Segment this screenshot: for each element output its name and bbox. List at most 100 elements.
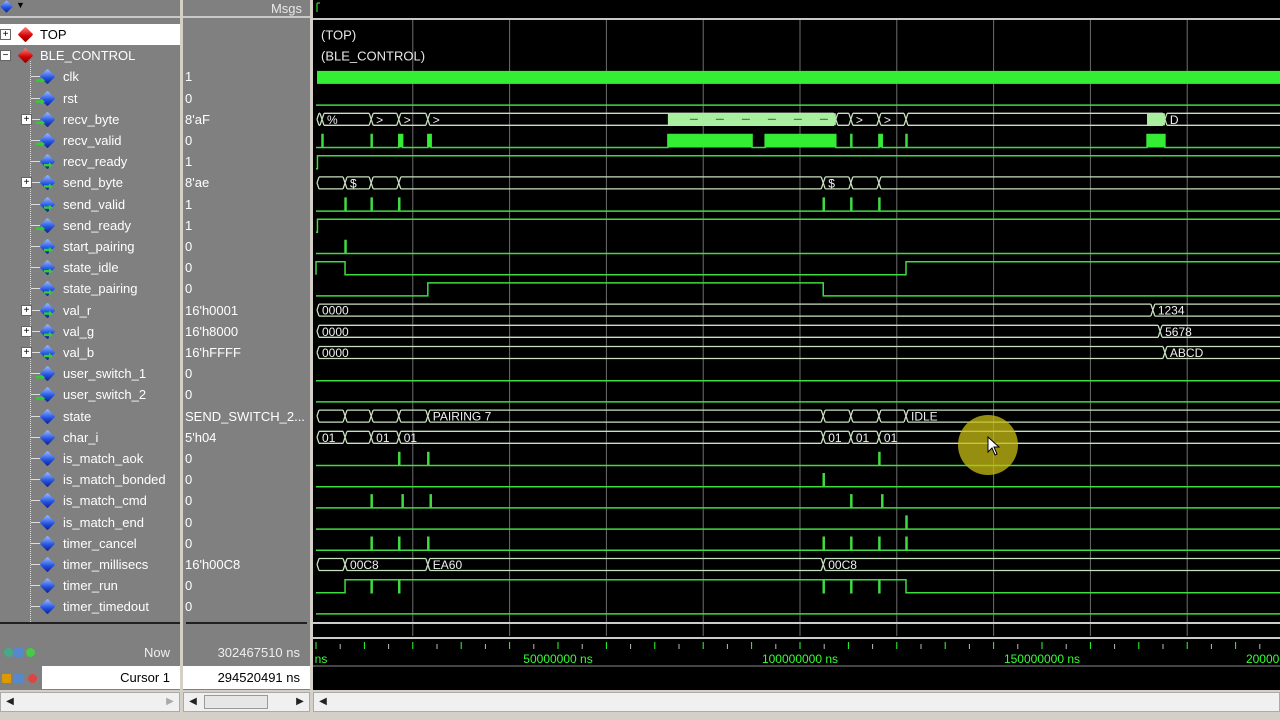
wave-is-match-cmd[interactable] <box>316 494 1280 509</box>
wave-is-match-aok[interactable] <box>316 451 1280 467</box>
wave-start-pairing[interactable] <box>316 239 1280 255</box>
tree-group-ble_control[interactable]: − BLE_CONTROL <box>0 45 180 66</box>
signal-value-cell: 0 <box>183 596 310 617</box>
signal-row-val-r[interactable]: + val_r <box>0 300 180 321</box>
wave-send-ready[interactable] <box>316 218 1280 234</box>
signal-value-cell: 0 <box>183 278 310 299</box>
bus-segment <box>822 409 852 423</box>
scroll-right-icon[interactable]: ▶ <box>166 696 174 707</box>
signal-row-state-idle[interactable]: state_idle <box>0 257 180 278</box>
signal-row-timer-timedout[interactable]: timer_timedout <box>0 596 180 617</box>
signal-row-rst[interactable]: rst <box>0 88 180 109</box>
bus-segment <box>427 557 824 572</box>
wave-recv-valid[interactable] <box>316 133 1280 149</box>
expand-icon[interactable]: + <box>21 347 32 358</box>
wave-clk[interactable] <box>317 70 1280 84</box>
lock-icon[interactable] <box>2 674 11 683</box>
bus-segment <box>1164 345 1280 360</box>
bus-segment <box>316 557 346 572</box>
signal-row-user-switch-2[interactable]: user_switch_2 <box>0 384 180 405</box>
wave-state-pairing[interactable] <box>316 282 1280 297</box>
scroll-left-icon[interactable]: ◀ <box>319 696 327 707</box>
collapse-icon[interactable]: − <box>0 50 11 62</box>
chevron-down-icon[interactable]: ▼ <box>16 0 25 10</box>
scroll-left-icon[interactable]: ◀ <box>189 696 197 707</box>
tree-group-top[interactable]: + TOP <box>0 24 180 45</box>
wave-send-byte[interactable]: $ $ <box>316 176 1280 190</box>
expand-icon[interactable]: + <box>0 29 11 40</box>
signal-row-recv-ready[interactable]: recv_ready <box>0 151 180 172</box>
signal-row-timer-cancel[interactable]: timer_cancel <box>0 533 180 554</box>
signal-name: val_g <box>63 323 95 339</box>
expand-icon[interactable]: + <box>21 325 32 337</box>
signal-row-send-byte[interactable]: + send_byte <box>0 172 180 193</box>
signal-row-val-b[interactable]: + val_b <box>0 342 180 363</box>
wave-recv-ready[interactable] <box>316 154 1280 170</box>
wave-state-idle[interactable] <box>315 260 1280 276</box>
tree-branch <box>31 203 41 205</box>
wave-val-b[interactable]: 0000 ABCD <box>316 345 1280 360</box>
expand-icon[interactable]: + <box>21 177 32 189</box>
signal-row-send-valid[interactable]: send_valid <box>0 194 180 215</box>
signal-trace <box>316 197 1280 212</box>
signal-row-is-match-cmd[interactable]: is_match_cmd <box>0 490 180 511</box>
signal-row-timer-run[interactable]: timer_run <box>0 575 180 596</box>
wave-val-r[interactable]: 0000 1234 <box>316 303 1280 318</box>
waveform-scrollbar[interactable]: ◀ <box>313 692 1280 712</box>
signal-row-start-pairing[interactable]: start_pairing <box>0 236 180 257</box>
signal-row-clk[interactable]: clk <box>0 66 180 87</box>
signal-row-timer-millisecs[interactable]: timer_millisecs <box>0 554 180 575</box>
wave-is-match-end[interactable] <box>316 515 1280 530</box>
signal-row-recv-byte[interactable]: + recv_byte <box>0 109 180 130</box>
cursor-marker[interactable] <box>316 2 320 12</box>
wave-timer-millisecs[interactable]: 00C8 EA60 00C8 <box>316 557 1280 572</box>
waveform-pane[interactable]: (TOP) (BLE_CONTROL)% > > > > > D $ $0000 1234 0000 5… <box>313 0 1280 636</box>
bus-value-label: 01 <box>404 431 418 445</box>
signal-row-state[interactable]: state <box>0 406 180 427</box>
wave-timer-cancel[interactable] <box>316 536 1280 552</box>
signal-row-recv-valid[interactable]: recv_valid <box>0 130 180 151</box>
tree-branch <box>31 224 41 226</box>
signal-row-send-ready[interactable]: send_ready <box>0 215 180 236</box>
output-port-icon <box>44 183 53 190</box>
bus-value-label: 01 <box>376 431 390 445</box>
signal-row-state-pairing[interactable]: state_pairing <box>0 278 180 299</box>
signal-row-is-match-bonded[interactable]: is_match_bonded <box>0 469 180 490</box>
wave-timer-run[interactable] <box>316 578 1280 594</box>
wave-char-i[interactable]: 01 01 01 01 01 01 <box>316 430 1280 445</box>
signal-row-char-i[interactable]: char_i <box>0 427 180 448</box>
add-cursor-icon[interactable] <box>26 648 35 657</box>
expand-icon[interactable]: + <box>21 304 32 316</box>
wave-view-icon[interactable] <box>14 648 23 657</box>
signal-row-is-match-aok[interactable]: is_match_aok <box>0 448 180 469</box>
wrench-icon[interactable] <box>14 674 23 683</box>
scrollbar-thumb[interactable] <box>204 695 268 709</box>
signal-value-cell: 16'h00C8 <box>183 554 310 575</box>
dense-transitions <box>1147 113 1165 126</box>
check-icon[interactable] <box>4 648 13 657</box>
expand-icon[interactable]: + <box>21 113 32 125</box>
delete-cursor-icon[interactable] <box>28 674 37 683</box>
signal-name: clk <box>63 69 79 85</box>
wave-recv-byte[interactable]: % > > > > > D <box>316 112 1280 127</box>
wave-send-valid[interactable] <box>316 197 1280 212</box>
signal-row-user-switch-1[interactable]: user_switch_1 <box>0 363 180 384</box>
bus-value-label: $ <box>828 176 835 190</box>
cursor-label[interactable]: Cursor 1 <box>42 666 180 689</box>
values-scrollbar[interactable]: ◀ ▶ <box>183 692 310 712</box>
tree-branch <box>31 352 41 353</box>
wave-is-match-bonded[interactable] <box>316 472 1280 488</box>
output-port-icon <box>44 289 53 296</box>
names-scrollbar[interactable]: ◀ ▶ <box>0 692 180 712</box>
axis-tick-label: 200000000 ns <box>1245 652 1280 666</box>
scroll-right-icon[interactable]: ▶ <box>296 696 304 707</box>
time-axis[interactable]: 0 ns 50000000 ns 100000000 ns 150000000 ns 2… <box>313 636 1280 690</box>
wave-val-g[interactable]: 0000 5678 <box>316 324 1280 339</box>
signal-trace <box>316 472 1280 488</box>
scroll-left-icon[interactable]: ◀ <box>6 696 14 707</box>
wave-toolbar-icon[interactable] <box>0 0 13 13</box>
wave-state[interactable]: PAIRING 7 IDLE <box>316 409 1280 424</box>
signal-row-val-g[interactable]: + val_g <box>0 321 180 342</box>
signal-row-is-match-end[interactable]: is_match_end <box>0 512 180 533</box>
